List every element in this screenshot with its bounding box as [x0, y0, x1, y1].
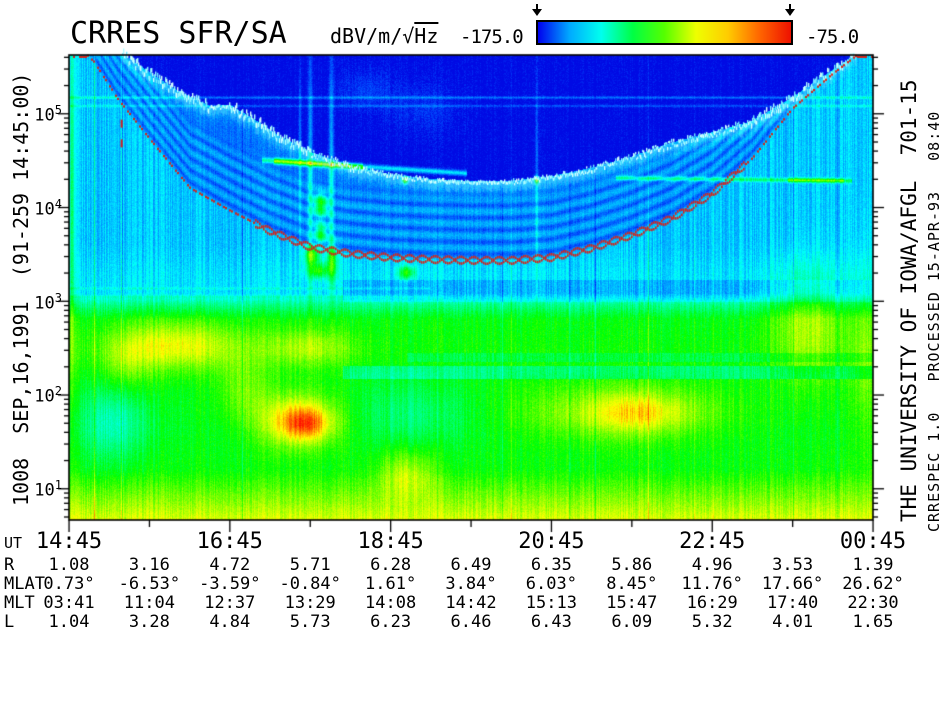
ephemeris-value: 17.66°: [761, 574, 824, 594]
ephemeris-value: 3.84°: [445, 574, 497, 594]
colorbar-units-label: dBV/m/√Hz: [330, 24, 438, 48]
ephemeris-value: 5.71: [289, 555, 331, 575]
colorbar: [536, 20, 793, 45]
ephemeris-value: 4.84: [209, 612, 251, 632]
ephemeris-value: -3.59°: [199, 574, 261, 594]
ephemeris-value: 6.43: [530, 612, 572, 632]
ephemeris-value: 11.76°: [681, 574, 743, 594]
ephemeris-value: 3.53: [772, 555, 814, 575]
institution-label: THE UNIVERSITY OF IOWA/AFGL 701-15: [897, 79, 921, 522]
ephemeris-value: 16:29: [686, 593, 738, 613]
processing-info-label: CRRESPEC 1.0 PROCESSED 15-APR-93 08:40: [925, 110, 943, 532]
x-axis-label: UT: [4, 534, 23, 552]
colorbar-max-label: -75.0: [806, 26, 859, 48]
marker-stem: [789, 4, 791, 9]
ephemeris-value: 22:30: [847, 593, 899, 613]
ephemeris-value: 15:47: [606, 593, 658, 613]
ephemeris-row-label: MLAT: [4, 574, 45, 594]
ephemeris-value: 12:37: [204, 593, 256, 613]
ephemeris-value: 26.62°: [842, 574, 904, 594]
y-tick-label: 104: [34, 196, 62, 220]
ephemeris-value: 14:42: [445, 593, 497, 613]
ephemeris-value: 3.28: [128, 612, 170, 632]
ephemeris-value: 15:13: [525, 593, 577, 613]
ephemeris-value: 13:29: [284, 593, 336, 613]
colorbar-range-marker-left: [531, 4, 543, 16]
y-tick-label: 103: [34, 290, 62, 314]
ephemeris-value: 4.01: [772, 612, 814, 632]
ephemeris-value: 6.28: [370, 555, 412, 575]
ephemeris-value: 03:41: [43, 593, 95, 613]
ephemeris-value: 6.09: [611, 612, 653, 632]
units-prefix: dBV/m/: [330, 24, 403, 48]
down-arrow-icon: [532, 9, 542, 16]
ephemeris-value: -0.84°: [279, 574, 341, 594]
spectrogram-canvas: [50, 45, 895, 535]
colorbar-range-marker-right: [784, 4, 796, 16]
ephemeris-value: 1.08: [48, 555, 90, 575]
colorbar-min-label: -175.0: [460, 26, 524, 48]
marker-stem: [536, 4, 538, 9]
ephemeris-value: 5.73: [289, 612, 331, 632]
x-tick-label: 14:45: [35, 529, 103, 554]
ephemeris-value: 6.49: [450, 555, 492, 575]
ephemeris-value: -6.53°: [118, 574, 181, 594]
ephemeris-row-label: L: [4, 612, 15, 632]
ephemeris-value: 6.35: [530, 555, 572, 575]
ephemeris-value: 5.32: [691, 612, 733, 632]
ephemeris-value: 5.86: [611, 555, 653, 575]
units-radicand: Hz: [414, 24, 439, 48]
ephemeris-value: 3.16: [128, 555, 170, 575]
down-arrow-icon: [785, 9, 795, 16]
ephemeris-value: 6.03°: [525, 574, 577, 594]
ephemeris-value: 4.72: [209, 555, 251, 575]
x-tick-label: 16:45: [196, 529, 263, 554]
y-tick-label: 101: [34, 478, 62, 501]
ephemeris-value: 1.39: [852, 555, 894, 575]
ephemeris-value: 0.73°: [43, 574, 95, 594]
radical-sign: √: [402, 24, 415, 48]
ephemeris-value: 17:40: [767, 593, 819, 613]
ephemeris-value: 6.46: [450, 612, 492, 632]
ephemeris-row-label: MLT: [4, 593, 35, 613]
ephemeris-value: 1.04: [48, 612, 90, 632]
ephemeris-value: 1.65: [852, 612, 894, 632]
ephemeris-value: 4.96: [691, 555, 733, 575]
x-tick-label: 22:45: [679, 529, 746, 554]
x-tick-label: 18:45: [357, 529, 424, 554]
y-tick-label: 105: [34, 103, 62, 126]
y-tick-label: 102: [34, 384, 62, 408]
ephemeris-value: 11:04: [123, 593, 175, 613]
ephemeris-row-label: R: [4, 555, 15, 575]
ephemeris-value: 8.45°: [606, 574, 658, 594]
x-tick-label: 20:45: [518, 529, 585, 554]
ephemeris-value: 6.23: [370, 612, 412, 632]
x-tick-label: 00:45: [839, 529, 907, 554]
ephemeris-value: 1.61°: [365, 574, 417, 594]
ephemeris-value: 14:08: [365, 593, 417, 613]
